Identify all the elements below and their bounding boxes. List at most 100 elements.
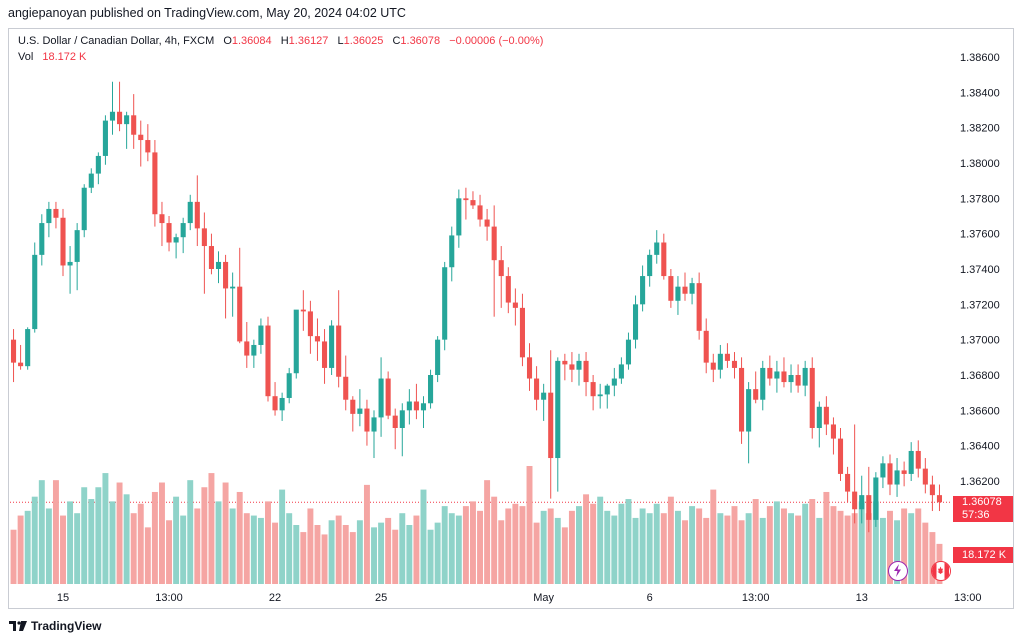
candle-body[interactable] xyxy=(265,325,271,397)
candle-body[interactable] xyxy=(710,362,716,370)
candle-body[interactable] xyxy=(208,246,214,269)
candle-body[interactable] xyxy=(866,495,872,520)
candle-body[interactable] xyxy=(321,341,328,368)
candle-body[interactable] xyxy=(336,325,342,377)
candle-body[interactable] xyxy=(124,115,130,125)
candle-body[interactable] xyxy=(307,311,313,337)
candle-body[interactable] xyxy=(519,307,525,358)
candle-body[interactable] xyxy=(187,201,193,224)
candle-body[interactable] xyxy=(272,396,278,411)
candle-body[interactable] xyxy=(753,389,759,400)
candle-body[interactable] xyxy=(498,260,504,277)
candle-body[interactable] xyxy=(435,339,441,375)
candle-body[interactable] xyxy=(746,389,752,432)
candle-body[interactable] xyxy=(859,495,865,510)
candle-body[interactable] xyxy=(781,371,787,383)
candle-body[interactable] xyxy=(39,223,45,255)
candle-body[interactable] xyxy=(901,470,907,474)
candle-body[interactable] xyxy=(385,378,391,416)
candle-body[interactable] xyxy=(597,394,603,397)
candle-body[interactable] xyxy=(760,367,766,400)
candle-body[interactable] xyxy=(823,406,829,425)
candle-body[interactable] xyxy=(215,261,222,269)
candle-body[interactable] xyxy=(894,470,900,485)
candle-body[interactable] xyxy=(689,283,695,294)
chart-frame[interactable] xyxy=(8,28,1014,609)
candle-body[interactable] xyxy=(774,371,780,379)
candle-body[interactable] xyxy=(194,201,200,229)
candle-body[interactable] xyxy=(915,450,921,469)
candle-body[interactable] xyxy=(449,235,455,268)
legend-symbol[interactable]: U.S. Dollar / Canadian Dollar, 4h, FXCM xyxy=(18,35,215,47)
candle-body[interactable] xyxy=(590,382,596,397)
candle-body[interactable] xyxy=(625,339,632,365)
candle-body[interactable] xyxy=(244,341,250,356)
candle-body[interactable] xyxy=(767,367,773,379)
candle-body[interactable] xyxy=(887,463,893,485)
candle-body[interactable] xyxy=(512,302,518,308)
candle-body[interactable] xyxy=(555,360,561,459)
candle-body[interactable] xyxy=(88,173,94,188)
candle-body[interactable] xyxy=(541,392,547,400)
candle-body[interactable] xyxy=(929,484,935,496)
candle-body[interactable] xyxy=(548,392,554,459)
candle-body[interactable] xyxy=(724,353,730,361)
candle-body[interactable] xyxy=(329,325,335,368)
candle-body[interactable] xyxy=(237,286,243,342)
candle-body[interactable] xyxy=(173,237,179,243)
candle-body[interactable] xyxy=(682,286,688,294)
candle-body[interactable] xyxy=(399,410,405,428)
candle-body[interactable] xyxy=(654,242,660,255)
candle-body[interactable] xyxy=(420,403,427,411)
candle-body[interactable] xyxy=(739,367,745,432)
candle-body[interactable] xyxy=(809,367,815,428)
candle-body[interactable] xyxy=(357,408,363,414)
candle-body[interactable] xyxy=(837,438,844,474)
candle-body[interactable] xyxy=(364,408,370,432)
candle-body[interactable] xyxy=(378,378,384,418)
candle-body[interactable] xyxy=(618,364,624,379)
candle-body[interactable] xyxy=(491,226,497,261)
lightning-icon[interactable] xyxy=(888,561,908,581)
candle-body[interactable] xyxy=(32,254,38,330)
candle-body[interactable] xyxy=(696,283,702,331)
candle-body[interactable] xyxy=(286,373,292,398)
candle-body[interactable] xyxy=(279,397,285,411)
candle-body[interactable] xyxy=(95,155,101,174)
candle-body[interactable] xyxy=(152,152,158,215)
candle-body[interactable] xyxy=(25,329,31,367)
candle-body[interactable] xyxy=(936,495,943,503)
candle-body[interactable] xyxy=(159,214,165,224)
candle-body[interactable] xyxy=(668,276,674,301)
candle-body[interactable] xyxy=(166,223,172,243)
candle-body[interactable] xyxy=(251,344,257,356)
candle-body[interactable] xyxy=(661,242,667,277)
candle-body[interactable] xyxy=(456,198,462,236)
candle-body[interactable] xyxy=(845,473,851,492)
candle-body[interactable] xyxy=(300,309,306,312)
candle-body[interactable] xyxy=(406,401,412,411)
candle-body[interactable] xyxy=(81,187,87,231)
candle-body[interactable] xyxy=(569,364,575,370)
candle-body[interactable] xyxy=(788,375,794,383)
candle-body[interactable] xyxy=(131,115,137,135)
candle-body[interactable] xyxy=(463,198,469,201)
candle-body[interactable] xyxy=(703,330,709,363)
candle-body[interactable] xyxy=(647,254,653,277)
candle-body[interactable] xyxy=(18,362,24,367)
candle-body[interactable] xyxy=(117,111,123,125)
candle-body[interactable] xyxy=(908,450,914,474)
candle-body[interactable] xyxy=(102,120,108,156)
candle-body[interactable] xyxy=(230,286,236,289)
candle-body[interactable] xyxy=(477,205,483,220)
canada-flag-icon[interactable] xyxy=(931,561,951,581)
candle-body[interactable] xyxy=(201,228,207,247)
candle-body[interactable] xyxy=(795,375,801,386)
candle-body[interactable] xyxy=(534,378,540,400)
candle-body[interactable] xyxy=(60,217,66,266)
candle-body[interactable] xyxy=(880,463,886,478)
candle-body[interactable] xyxy=(442,267,448,340)
candle-layer[interactable] xyxy=(10,81,943,533)
candle-body[interactable] xyxy=(428,375,434,404)
